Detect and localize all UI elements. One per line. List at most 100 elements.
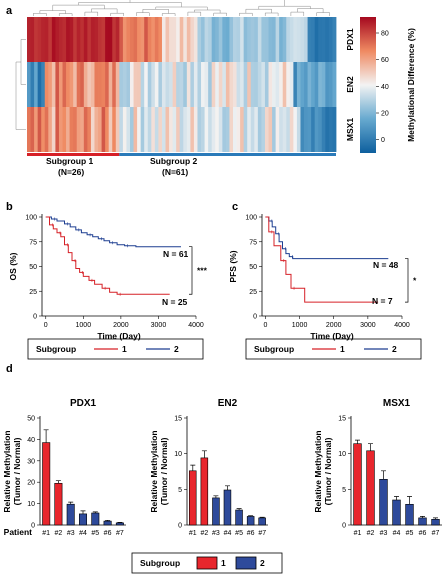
heatmap-cell xyxy=(300,17,305,62)
y-tick-label: 10 xyxy=(338,451,346,458)
heatmap-cell xyxy=(225,17,230,62)
bar-legend-swatch-2 xyxy=(235,556,257,570)
heatmap-cell xyxy=(62,17,67,62)
heatmap-cell xyxy=(293,107,298,152)
heatmap-cell xyxy=(137,17,142,62)
heatmap-cell xyxy=(218,17,223,62)
n-label-group-2: N = 61 xyxy=(163,249,189,259)
heatmap-cell xyxy=(275,62,280,107)
heatmap-cell xyxy=(115,62,120,107)
error-bar-patient-5 xyxy=(407,496,412,505)
bar-chart-title: EN2 xyxy=(218,398,238,409)
heatmap-cell xyxy=(165,62,170,107)
patient-tick-label: #7 xyxy=(432,530,440,537)
error-bar-patient-1 xyxy=(190,464,196,471)
dendrogram-branch xyxy=(290,11,305,16)
patient-tick-label: #6 xyxy=(104,530,112,537)
bar-patient-1 xyxy=(42,442,51,526)
bar-legend-box xyxy=(131,552,283,574)
heatmap-cell xyxy=(257,62,262,107)
bar-patient-4 xyxy=(79,513,88,526)
heatmap-cell xyxy=(69,62,74,107)
heatmap-cell xyxy=(55,17,60,62)
heatmap-cell xyxy=(122,107,127,152)
significance-stars: * xyxy=(413,275,417,285)
heatmap-cell xyxy=(130,107,134,152)
heatmap-cell xyxy=(314,17,319,62)
heatmap-cell xyxy=(279,62,284,107)
heatmap-cell xyxy=(293,17,298,62)
heatmap-cell xyxy=(172,62,177,107)
bar-patient-3 xyxy=(379,478,388,526)
heatmap-cell xyxy=(201,62,205,107)
heatmap-cell xyxy=(48,17,53,62)
heatmap-cell xyxy=(300,62,305,107)
heatmap-cell xyxy=(314,107,319,152)
heatmap-cell xyxy=(119,107,124,152)
heatmap-cell xyxy=(218,107,223,152)
heatmap-cell xyxy=(154,62,159,107)
heatmap-cell xyxy=(51,107,56,152)
bar-patient-5 xyxy=(235,509,243,526)
heatmap-cell xyxy=(243,17,248,62)
heatmap-cell xyxy=(151,62,156,107)
heatmap-cell xyxy=(87,107,92,152)
heatmap-cell xyxy=(140,17,145,62)
heatmap-cell xyxy=(105,107,110,152)
heatmap-cell xyxy=(37,17,42,62)
heatmap-cell xyxy=(307,62,312,107)
x-tick-label: 0 xyxy=(263,322,267,329)
colorbar xyxy=(360,17,376,153)
colorbar-tick-label: 20 xyxy=(381,111,389,118)
heatmap-cell xyxy=(101,62,106,107)
y-tick-label: 10 xyxy=(27,501,35,508)
error-bar-patient-7 xyxy=(259,516,265,518)
heatmap-cell xyxy=(147,107,152,152)
dendrogram-branch xyxy=(161,13,176,16)
significance-stars: *** xyxy=(197,265,208,275)
patient-tick-label: #3 xyxy=(67,530,75,537)
subgroup2-label: Subgroup 2 xyxy=(150,156,197,166)
y-tick-label: 0 xyxy=(253,314,257,321)
heatmap-cell xyxy=(80,107,85,152)
heatmap-cell xyxy=(158,17,163,62)
y-tick-label: 5 xyxy=(178,487,182,494)
heatmap-cell xyxy=(101,107,106,152)
heatmap-cell xyxy=(83,62,88,107)
heatmap-cell xyxy=(332,62,337,107)
y-tick-label: 20 xyxy=(27,480,35,487)
x-tick-label: 1000 xyxy=(76,322,92,329)
patient-tick-label: #1 xyxy=(42,530,50,537)
x-tick-label: 3000 xyxy=(360,322,376,329)
column-dendrogram xyxy=(33,0,330,16)
heatmap-cell xyxy=(222,107,227,152)
panel-letter-c: c xyxy=(232,201,238,213)
heatmap-cell xyxy=(272,17,277,62)
heatmap-cell xyxy=(161,17,166,62)
n-label-group-1: N = 7 xyxy=(372,296,393,306)
heatmap-cell xyxy=(55,62,60,107)
heatmap-cell xyxy=(137,62,142,107)
heatmap-cell xyxy=(27,107,31,152)
x-axis-label: Patient xyxy=(4,527,33,537)
bar-patient-2 xyxy=(366,450,375,526)
heatmap-cell xyxy=(161,62,166,107)
y-tick-label: 5 xyxy=(342,487,346,494)
heatmap-cell xyxy=(179,107,184,152)
error-bar-patient-3 xyxy=(213,495,219,498)
heatmap-cell xyxy=(126,17,131,62)
heatmap-cell xyxy=(328,62,333,107)
heatmap-cell xyxy=(122,17,127,62)
heatmap-cell xyxy=(229,62,234,107)
heatmap-cell xyxy=(240,107,245,152)
y-tick-label: 75 xyxy=(29,239,37,246)
x-axis-label: Time (Day) xyxy=(97,331,140,341)
heatmap-cell xyxy=(41,17,46,62)
patient-tick-label: #7 xyxy=(258,530,266,537)
heatmap-cell xyxy=(27,17,31,62)
dendrogram-branch xyxy=(52,4,105,11)
heatmap-cell xyxy=(236,107,241,152)
heatmap-cell xyxy=(37,107,42,152)
row-dendrogram xyxy=(15,39,26,130)
